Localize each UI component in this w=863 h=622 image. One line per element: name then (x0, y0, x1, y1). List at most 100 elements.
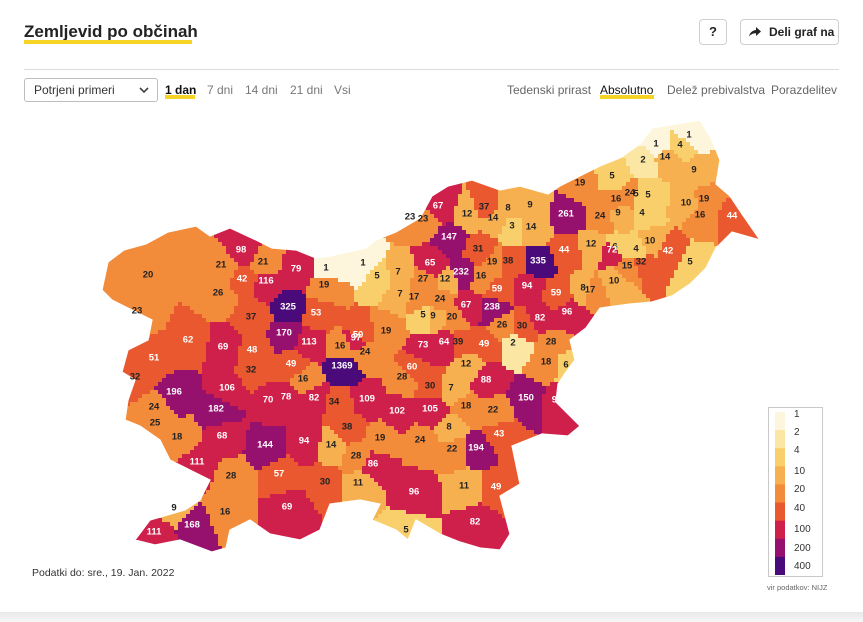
municipality-shape[interactable] (430, 222, 470, 258)
municipality-shape[interactable] (610, 206, 634, 234)
municipality-region[interactable] (354, 258, 390, 306)
municipality-shape[interactable] (654, 150, 682, 186)
municipality-shape[interactable] (454, 178, 482, 234)
municipality-region[interactable] (546, 234, 582, 274)
municipality-shape[interactable] (550, 190, 586, 234)
municipality-shape[interactable] (462, 230, 498, 266)
municipality-shape[interactable] (454, 290, 482, 326)
municipality-region[interactable] (526, 302, 558, 334)
municipality-shape[interactable] (322, 386, 354, 426)
municipality-shape[interactable] (386, 466, 442, 518)
municipality-shape[interactable] (482, 462, 702, 570)
municipality-region[interactable] (430, 222, 470, 258)
municipality-shape[interactable] (482, 210, 506, 238)
municipality-region[interactable] (246, 382, 282, 426)
municipality-shape[interactable] (438, 266, 458, 294)
municipality-region[interactable] (438, 266, 458, 294)
municipality-region[interactable] (718, 142, 782, 302)
municipality-region[interactable] (438, 466, 482, 514)
municipality-region[interactable] (446, 354, 486, 382)
municipality-region[interactable] (454, 326, 474, 358)
municipality-region[interactable] (542, 274, 574, 310)
municipality-shape[interactable] (470, 266, 494, 294)
municipality-region[interactable] (194, 390, 246, 430)
municipality-shape[interactable] (302, 298, 346, 334)
municipality-shape[interactable] (382, 394, 414, 434)
municipality-shape[interactable] (658, 226, 690, 286)
municipality-region[interactable] (382, 394, 414, 434)
municipality-shape[interactable] (362, 450, 402, 490)
municipality-region[interactable] (606, 230, 630, 258)
municipality-shape[interactable] (90, 478, 182, 570)
municipality-shape[interactable] (402, 334, 438, 366)
municipality-shape[interactable] (666, 186, 698, 230)
municipality-shape[interactable] (470, 362, 514, 398)
range-tab-1-dan[interactable]: 1 dan (165, 83, 197, 97)
range-tab-vsi[interactable]: Vsi (334, 83, 351, 97)
municipality-shape[interactable] (350, 378, 390, 422)
municipality-shape[interactable] (370, 306, 410, 358)
municipality-shape[interactable] (554, 342, 722, 426)
municipality-region[interactable] (462, 230, 498, 266)
municipality-region[interactable] (302, 110, 422, 246)
municipality-region[interactable] (498, 218, 522, 246)
municipality-region[interactable] (478, 298, 514, 326)
municipality-region[interactable] (598, 190, 626, 210)
municipality-shape[interactable] (638, 222, 674, 258)
municipality-shape[interactable] (242, 422, 286, 470)
municipality-shape[interactable] (606, 230, 630, 258)
municipality-region[interactable] (322, 358, 366, 386)
municipality-shape[interactable] (406, 306, 430, 334)
municipality-region[interactable] (642, 178, 670, 210)
view-tab-absolutno[interactable]: Absolutno (600, 83, 654, 97)
municipality-region[interactable] (634, 178, 646, 206)
municipality-region[interactable] (378, 358, 418, 398)
municipality-region[interactable] (202, 370, 250, 410)
municipality-region[interactable] (266, 322, 302, 354)
municipality-region[interactable] (666, 186, 698, 230)
municipality-shape[interactable] (286, 418, 322, 466)
municipality-region[interactable] (226, 298, 274, 334)
municipality-region[interactable] (362, 450, 402, 490)
municipality-region[interactable] (362, 418, 402, 458)
municipality-shape[interactable] (526, 302, 558, 334)
municipality-region[interactable] (174, 502, 230, 570)
municipality-shape[interactable] (434, 414, 470, 442)
municipality-shape[interactable] (450, 254, 474, 290)
municipality-shape[interactable] (430, 438, 466, 474)
municipality-shape[interactable] (270, 290, 306, 322)
municipality-shape[interactable] (266, 322, 302, 354)
municipality-region[interactable] (598, 242, 622, 270)
municipality-region[interactable] (442, 502, 590, 570)
municipality-shape[interactable] (278, 382, 302, 426)
municipality-shape[interactable] (442, 370, 470, 406)
municipality-shape[interactable] (514, 306, 538, 342)
municipality-region[interactable] (230, 266, 258, 302)
metric-select[interactable]: Potrjeni primeri (24, 78, 158, 102)
municipality-region[interactable] (258, 454, 306, 498)
municipality-shape[interactable] (318, 426, 346, 466)
municipality-shape[interactable] (434, 330, 454, 366)
municipality-region[interactable] (634, 206, 670, 234)
municipality-region[interactable] (506, 374, 546, 438)
municipality-shape[interactable] (498, 218, 522, 246)
municipality-region[interactable] (414, 366, 446, 398)
municipality-shape[interactable] (258, 454, 306, 498)
municipality-region[interactable] (90, 478, 182, 570)
municipality-shape[interactable] (238, 334, 274, 362)
municipality-shape[interactable] (330, 410, 370, 446)
municipality-shape[interactable] (406, 286, 430, 314)
municipality-region[interactable] (406, 286, 430, 314)
municipality-shape[interactable] (386, 242, 414, 286)
municipality-shape[interactable] (202, 322, 242, 370)
municipality-shape[interactable] (502, 246, 526, 278)
municipality-region[interactable] (430, 306, 446, 334)
municipality-shape[interactable] (310, 150, 350, 282)
municipality-region[interactable] (202, 322, 242, 370)
municipality-region[interactable] (370, 306, 410, 358)
municipality-region[interactable] (578, 230, 606, 270)
municipality-region[interactable] (402, 334, 438, 366)
municipality-region[interactable] (270, 290, 306, 322)
municipality-shape[interactable] (542, 274, 574, 310)
municipality-region[interactable] (654, 150, 682, 186)
